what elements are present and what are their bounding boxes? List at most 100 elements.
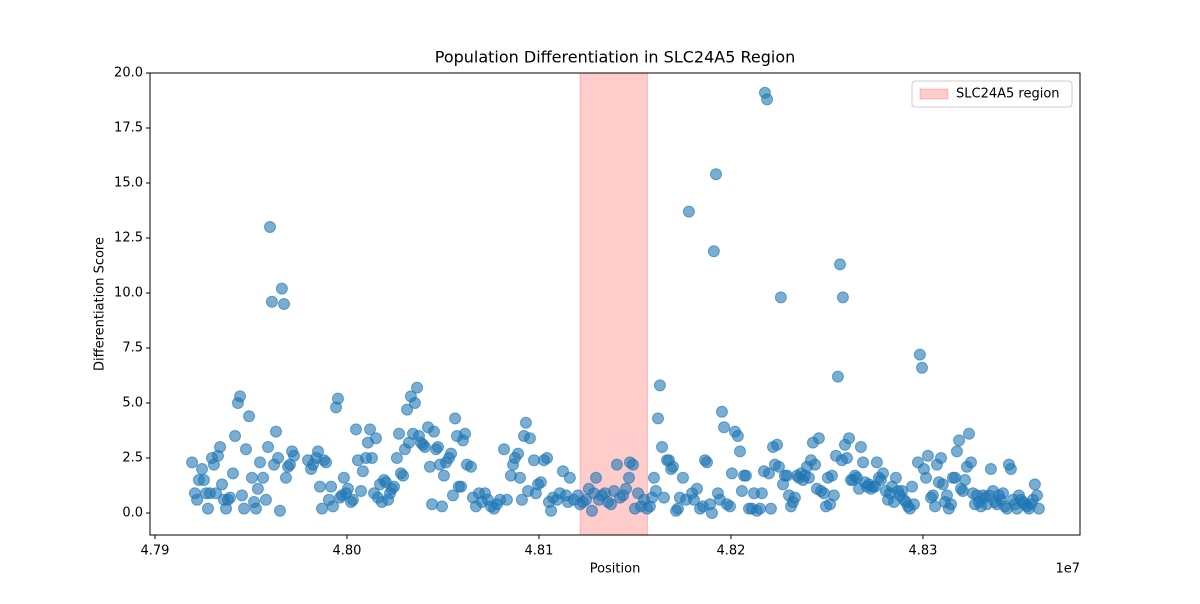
scatter-point	[731, 430, 744, 442]
chart-title: Population Differentiation in SLC24A5 Re…	[435, 48, 796, 67]
scatter-point	[825, 469, 838, 482]
scatter-point	[326, 500, 339, 513]
scatter-point	[341, 482, 354, 495]
scatter-point	[201, 502, 214, 515]
scatter-point	[388, 480, 401, 493]
scatter-point	[215, 478, 228, 491]
scatter-point	[446, 489, 459, 502]
scatter-point	[513, 471, 526, 484]
scatter-point	[589, 471, 602, 484]
scatter-point	[915, 361, 928, 374]
scatter-point	[397, 469, 410, 482]
scatter-point	[735, 485, 748, 497]
scatter-point	[623, 471, 636, 484]
scatter-point	[705, 507, 718, 519]
y-tick-label: 12.5	[114, 231, 143, 246]
scatter-point	[350, 423, 363, 436]
scatter-point	[418, 441, 431, 453]
scatter-point	[944, 498, 957, 511]
scatter-point	[226, 467, 239, 480]
scatter-point	[465, 460, 478, 473]
scatter-point	[715, 405, 728, 418]
scatter-point	[913, 348, 926, 361]
scatter-point	[1030, 489, 1043, 502]
scatter-point	[1032, 502, 1045, 515]
scatter-point	[772, 460, 785, 473]
scatter-point	[257, 471, 270, 484]
scatter-point	[610, 458, 623, 471]
scatter-point	[657, 491, 670, 504]
scatter-point	[854, 441, 867, 453]
scatter-point	[408, 397, 421, 409]
scatter-point	[523, 432, 536, 445]
scatter-point	[958, 474, 971, 486]
scatter-point	[774, 291, 787, 304]
scatter-point	[926, 489, 939, 502]
scatter-point	[870, 456, 883, 469]
scatter-point	[354, 485, 367, 497]
scatter-point	[580, 493, 593, 506]
scatter-point	[963, 427, 976, 440]
scatter-point	[724, 500, 737, 513]
scatter-point	[649, 485, 662, 497]
scatter-point	[1028, 478, 1041, 491]
scatter-point	[817, 487, 830, 500]
scatter-point	[365, 452, 378, 464]
scatter-point	[929, 500, 942, 513]
scatter-point	[449, 412, 462, 425]
scatter-point	[269, 425, 282, 438]
legend-box	[911, 80, 1073, 108]
scatter-point	[762, 467, 775, 480]
scatter-point	[320, 456, 333, 469]
scatter-point	[369, 432, 382, 445]
scatter-point	[604, 498, 617, 511]
scatter-point	[356, 465, 369, 478]
y-tick-label: 5.0	[122, 396, 143, 411]
scatter-point	[272, 452, 285, 464]
scatter-point	[249, 502, 262, 515]
scatter-point	[687, 493, 700, 506]
y-tick-label: 17.5	[114, 121, 143, 136]
scatter-point	[956, 485, 969, 497]
scatter-point	[781, 469, 794, 482]
scatter-point	[426, 498, 439, 511]
scatter-point	[934, 452, 947, 464]
scatter-point	[243, 410, 256, 423]
scatter-point	[761, 93, 774, 106]
scatter-point	[834, 258, 847, 271]
scatter-point	[889, 471, 902, 484]
scatter-point	[500, 493, 513, 506]
y-tick-label: 2.5	[122, 451, 143, 466]
scatter-point	[755, 487, 768, 500]
scatter-series	[186, 86, 1045, 519]
scatter-point	[437, 469, 450, 482]
scatter-point	[278, 298, 291, 310]
scatter-point	[210, 487, 223, 500]
scatter-point	[831, 370, 844, 383]
scatter-point	[666, 460, 679, 473]
scatter-point	[262, 441, 275, 453]
scatter-point	[411, 381, 424, 394]
scatter-point	[427, 425, 440, 438]
scatter-point	[771, 438, 784, 451]
scatter-point	[512, 447, 525, 460]
scatter-point	[455, 480, 468, 493]
scatter-point	[287, 449, 300, 462]
scatter-point	[251, 482, 264, 495]
scatter-point	[519, 416, 532, 429]
scatter-point	[949, 471, 962, 484]
x-tick-label: 4.83	[908, 544, 937, 559]
y-tick-label: 10.0	[114, 286, 143, 301]
scatter-point	[515, 493, 528, 506]
scatter-point	[802, 471, 815, 484]
scatter-point	[214, 441, 227, 453]
scatter-point	[563, 471, 576, 484]
scatter-point	[619, 482, 632, 495]
x-tick-label: 4.79	[141, 544, 170, 559]
scatter-point	[234, 390, 247, 403]
scatter-point	[423, 460, 436, 473]
scatter-point	[733, 445, 746, 458]
y-tick-label: 0.0	[122, 506, 143, 521]
scatter-point	[186, 456, 199, 469]
scatter-point	[436, 500, 449, 513]
